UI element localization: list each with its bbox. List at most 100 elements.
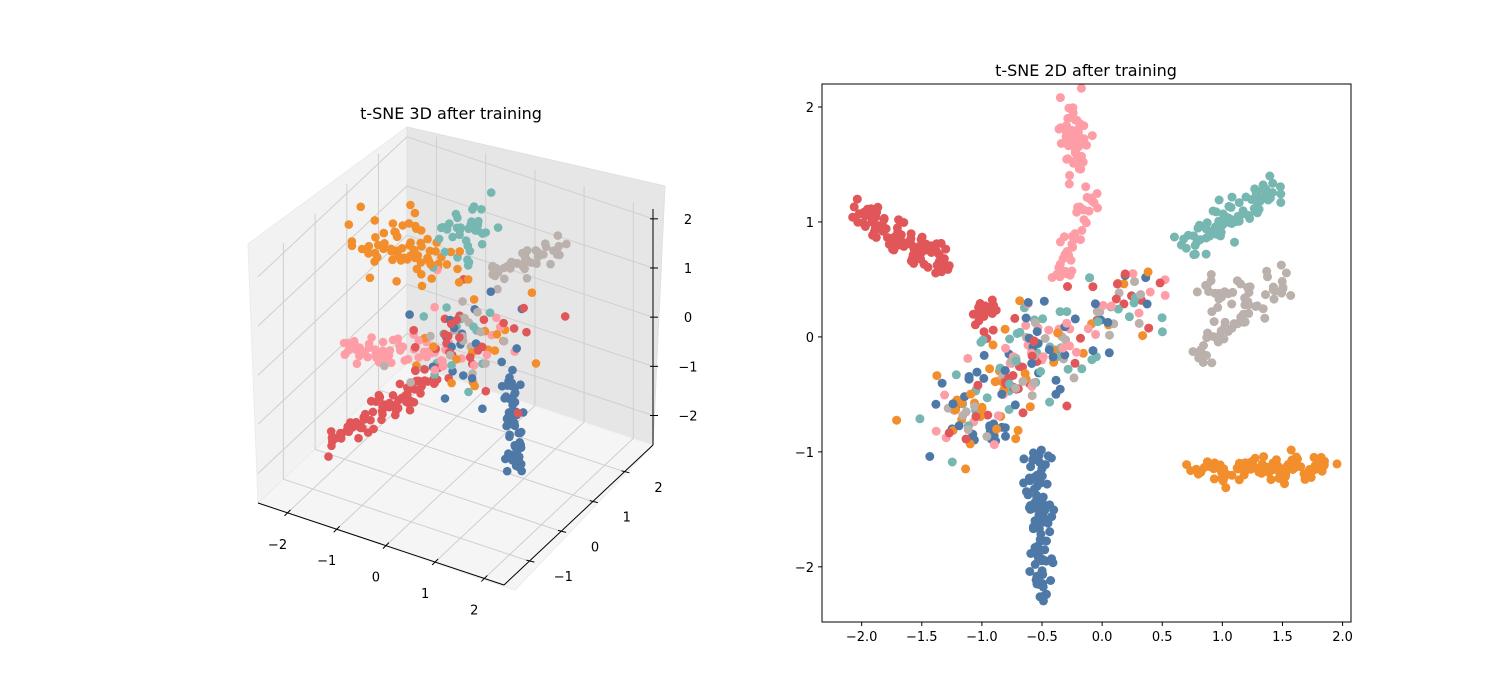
scatter-point (993, 411, 1003, 421)
scatter-point (414, 353, 424, 362)
scatter-point (398, 221, 408, 230)
scatter-point (409, 325, 419, 335)
scatter-point (1019, 454, 1029, 464)
scatter-point (513, 408, 523, 418)
x-tick-label: 1.5 (1272, 630, 1293, 645)
grid-line-z (406, 185, 654, 269)
scatter-point (344, 220, 354, 229)
y-tick-label: 0 (806, 331, 814, 346)
scatter-point (460, 313, 469, 323)
scatter-point (357, 244, 367, 254)
chart-3d: −2 −1 0 1 2 −1 0 1 2 −2 −1 0 1 2 t-SNE 3D after train… (247, 104, 698, 618)
scatter-point (1224, 201, 1234, 211)
scatter-point (1055, 93, 1065, 103)
scatter-point (1048, 352, 1058, 362)
scatter-point (1090, 299, 1100, 309)
scatter-point (503, 381, 512, 390)
scatter-point (1281, 268, 1291, 278)
y-tick-label: −1 (554, 570, 573, 585)
scatter-point (502, 466, 512, 476)
scatter-point (1238, 209, 1248, 219)
scatter-point (989, 300, 999, 310)
scatter-point (1038, 352, 1048, 362)
scatter-point (477, 239, 487, 249)
scatter-point (1039, 296, 1049, 306)
scatter-point (989, 440, 999, 450)
scatter-point (1188, 347, 1198, 357)
scatter-point (1070, 314, 1080, 324)
scatter-point (412, 264, 422, 274)
scatter-point (511, 259, 521, 268)
scatter-point (363, 352, 373, 362)
scatter-point (1218, 209, 1228, 219)
scatter-point (1026, 504, 1035, 514)
x-tick-label: 2.0 (1332, 630, 1353, 645)
scatter-point (1136, 290, 1146, 299)
scatter-point (1037, 566, 1047, 576)
scatter-point (1202, 280, 1212, 290)
scatter-point (1106, 301, 1116, 311)
scatter-point (1070, 358, 1080, 368)
grid-line-y (283, 478, 530, 562)
scatter-point (403, 354, 413, 364)
scatter-point (465, 353, 475, 362)
scatter-point (1124, 312, 1134, 322)
scatter-point (1144, 323, 1154, 333)
x-tick-label: −2.0 (846, 630, 878, 645)
scatter-point (1265, 171, 1275, 181)
scatter-point (388, 335, 398, 345)
scatter-point (985, 421, 995, 431)
scatter-point (1098, 300, 1108, 310)
scatter-point (474, 216, 483, 226)
scatter-point (1266, 475, 1276, 485)
x-tick-label: 0 (372, 571, 380, 586)
scatter-point (1077, 364, 1087, 374)
scatter-point (1194, 353, 1204, 363)
scatter-point (1104, 348, 1114, 358)
scatter-point (327, 441, 336, 451)
scatter-point (458, 297, 467, 306)
scatter-point (531, 246, 540, 255)
scatter-point (1032, 327, 1042, 337)
scatter-point (971, 412, 981, 421)
scatter-point (423, 234, 432, 244)
scatter-point (1000, 423, 1010, 433)
scatter-point (453, 264, 462, 274)
y-tick (526, 559, 535, 563)
scatter-point (1234, 198, 1244, 208)
scatter-point (1085, 273, 1095, 283)
y-tick-label: 1 (623, 511, 631, 526)
scatter-point (340, 349, 350, 359)
scatter-point (481, 386, 491, 396)
scatter-point (527, 288, 537, 298)
scatter-point (992, 424, 1002, 434)
scatter-point (469, 295, 479, 304)
scatter-point (1254, 467, 1264, 477)
scatter-point (405, 405, 415, 415)
scatter-point (1317, 466, 1327, 476)
scatter-point (1276, 260, 1286, 270)
scatter-point (426, 331, 435, 341)
scatter-point (1062, 318, 1072, 328)
scatter-point (1015, 327, 1025, 337)
scatter-point (387, 245, 397, 255)
scatter-point (947, 457, 957, 467)
scatter-point (1051, 375, 1061, 385)
scatter-point (1208, 206, 1218, 216)
scatter-point (1261, 290, 1270, 300)
scatter-point (392, 231, 402, 241)
scatter-point (1209, 474, 1219, 484)
scatter-point (1233, 319, 1243, 329)
scatter-point (1258, 304, 1268, 314)
scatter-point (467, 374, 477, 383)
scatter-point (470, 381, 480, 391)
scatter-point (1068, 103, 1078, 113)
y-tick-label: 1 (806, 216, 814, 231)
scatter-point (1040, 334, 1050, 343)
scatter-point (1076, 83, 1086, 93)
scatter-point (1062, 401, 1072, 411)
scatter-point (1176, 240, 1186, 250)
scatter-point (1046, 453, 1056, 463)
scatter-point (1018, 408, 1028, 418)
scatter-point (1332, 459, 1342, 469)
